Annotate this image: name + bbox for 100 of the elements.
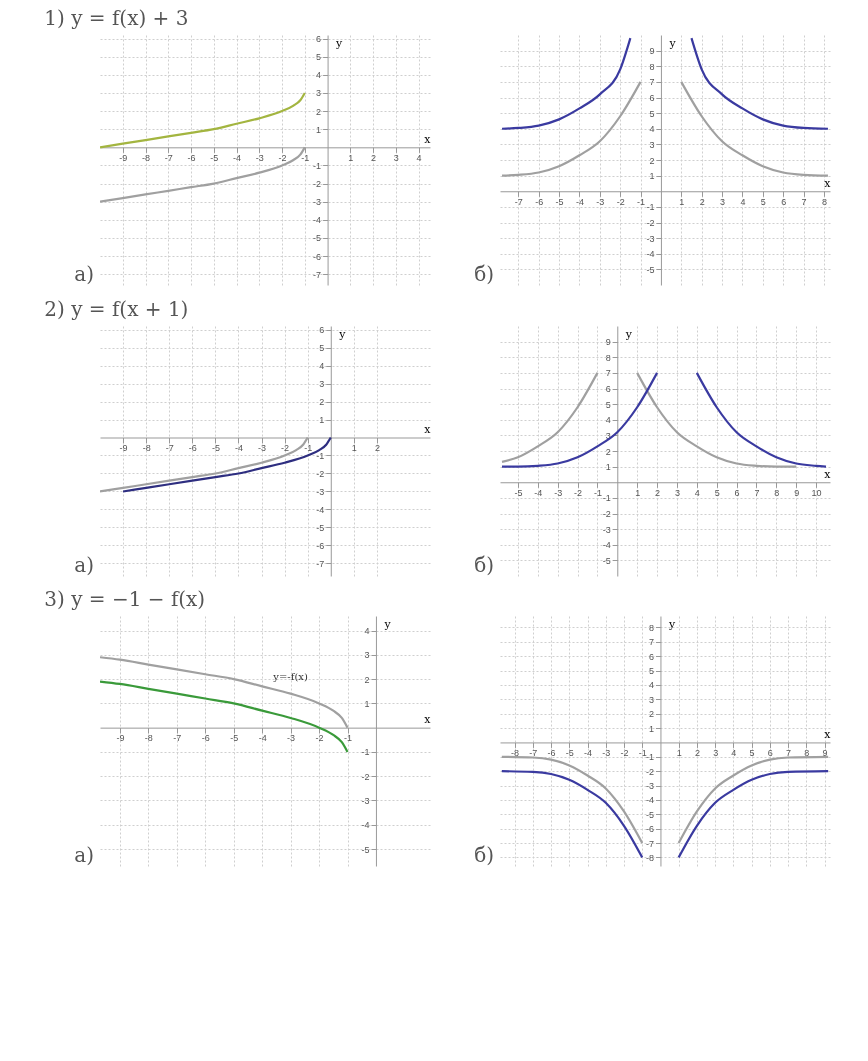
y-axis-title: y — [383, 617, 392, 631]
x-tick-label: 4 — [416, 152, 422, 163]
y-tick-label: 2 — [364, 674, 370, 685]
y-tick-label: 3 — [319, 379, 325, 390]
x-tick-label: -5 — [514, 487, 523, 498]
x-tick-label: 7 — [786, 747, 792, 758]
x-axis-title: x — [424, 423, 432, 437]
y-tick-label: 4 — [649, 124, 655, 135]
x-tick-label: -5 — [555, 196, 564, 207]
y-tick-label: 5 — [648, 666, 654, 677]
y-tick-label: 2 — [319, 397, 325, 408]
x-tick-label: -4 — [258, 733, 267, 744]
x-tick-label: -3 — [255, 152, 264, 163]
y-tick-label: 4 — [648, 680, 654, 691]
y-tick-label: -4 — [361, 820, 370, 831]
x-tick-label: -4 — [234, 443, 243, 454]
x-tick-label: -8 — [144, 733, 153, 744]
y-tick-label: -4 — [602, 540, 611, 551]
y-tick-label: -7 — [313, 269, 322, 280]
x-tick-label: -9 — [119, 152, 128, 163]
y-tick-label: 3 — [649, 139, 655, 150]
y-tick-label: 5 — [649, 108, 655, 119]
x-axis-title: x — [824, 176, 832, 190]
y-tick-label: -2 — [313, 179, 322, 190]
x-tick-label: -6 — [201, 733, 210, 744]
y-tick-label: 2 — [648, 709, 654, 720]
x-tick-label: 10 — [811, 487, 822, 498]
y-tick-label: 8 — [605, 352, 611, 363]
x-tick-label: -1 — [638, 747, 647, 758]
x-tick-label: 4 — [694, 487, 700, 498]
x-tick-label: 3 — [720, 196, 726, 207]
y-tick-label: 1 — [364, 698, 370, 709]
line-series — [500, 371, 659, 468]
y-tick-label: -4 — [645, 795, 654, 806]
y-tick-label: 6 — [316, 34, 322, 45]
y-tick-label: -5 — [316, 522, 325, 533]
y-tick-label: 4 — [316, 70, 322, 81]
y-tick-label: 5 — [319, 343, 325, 354]
line-series — [100, 91, 306, 149]
x-tick-label: -8 — [142, 152, 151, 163]
x-tick-label: -1 — [593, 487, 602, 498]
y-tick-label: -2 — [316, 468, 325, 479]
y-tick-label: -4 — [646, 249, 655, 260]
text: а) — [74, 843, 94, 867]
y-tick-label: -2 — [645, 766, 654, 777]
y-tick-label: 3 — [316, 88, 322, 99]
y-tick-label: -3 — [602, 524, 611, 535]
y-tick-label: -2 — [602, 509, 611, 519]
y-tick-label: 6 — [649, 93, 655, 103]
y-tick-label: -5 — [361, 844, 370, 855]
y-axis-title: y — [335, 36, 344, 50]
x-tick-label: -7 — [529, 747, 538, 758]
x-tick-label: -5 — [230, 733, 239, 744]
y-tick-label: -5 — [313, 233, 322, 244]
x-tick-label: -1 — [301, 152, 310, 163]
x-tick-label: -2 — [281, 443, 290, 454]
line-series — [695, 371, 828, 468]
text: а) — [74, 553, 94, 577]
x-tick-label: -4 — [233, 152, 242, 163]
x-tick-label: -3 — [287, 733, 296, 744]
y-tick-label: 5 — [605, 399, 611, 410]
y-tick-label: 9 — [649, 46, 655, 57]
y-tick-label: -4 — [316, 504, 325, 515]
x-tick-label: -1 — [343, 733, 353, 744]
x-tick-label: -6 — [547, 747, 556, 758]
x-axis-title: x — [424, 713, 432, 727]
line-series — [500, 37, 632, 130]
x-tick-label: 7 — [754, 487, 760, 498]
y-tick-label: 8 — [648, 622, 654, 633]
x-tick-label: -1 — [304, 443, 313, 454]
y-tick-label: 1 — [316, 124, 322, 135]
y-tick-label: 8 — [649, 61, 655, 72]
x-tick-label: 2 — [374, 443, 380, 454]
y-tick-label: 5 — [316, 52, 322, 63]
y-tick-label: -6 — [645, 824, 654, 835]
x-tick-label: -9 — [116, 733, 125, 744]
y-tick-label: -8 — [645, 852, 654, 863]
chart-title: 3) y = −1 − f(x) — [44, 587, 206, 611]
line-series — [690, 37, 830, 130]
x-tick-label: 1 — [676, 747, 682, 758]
x-tick-label: 6 — [734, 487, 740, 498]
y-tick-label: -2 — [646, 218, 655, 228]
text: б) — [474, 843, 494, 867]
line-series — [677, 770, 830, 859]
x-axis-title: x — [824, 727, 832, 741]
line-series — [677, 755, 830, 845]
y-tick-label: -3 — [361, 795, 370, 806]
x-tick-label: 6 — [781, 196, 787, 207]
annotation: y=-f(x) — [272, 670, 308, 682]
x-tick-label: -7 — [173, 733, 182, 744]
x-tick-label: -6 — [188, 443, 197, 454]
y-tick-label: -1 — [316, 451, 325, 461]
y-tick-label: 2 — [316, 106, 322, 117]
text: а) — [74, 262, 94, 286]
x-tick-label: -5 — [211, 443, 220, 454]
chart-title: 1) y = f(x) + 3 — [44, 5, 189, 30]
y-tick-label: 6 — [648, 651, 654, 662]
x-tick-label: -5 — [210, 152, 219, 163]
x-tick-label: -1 — [637, 196, 646, 207]
x-tick-label: 4 — [740, 196, 746, 207]
